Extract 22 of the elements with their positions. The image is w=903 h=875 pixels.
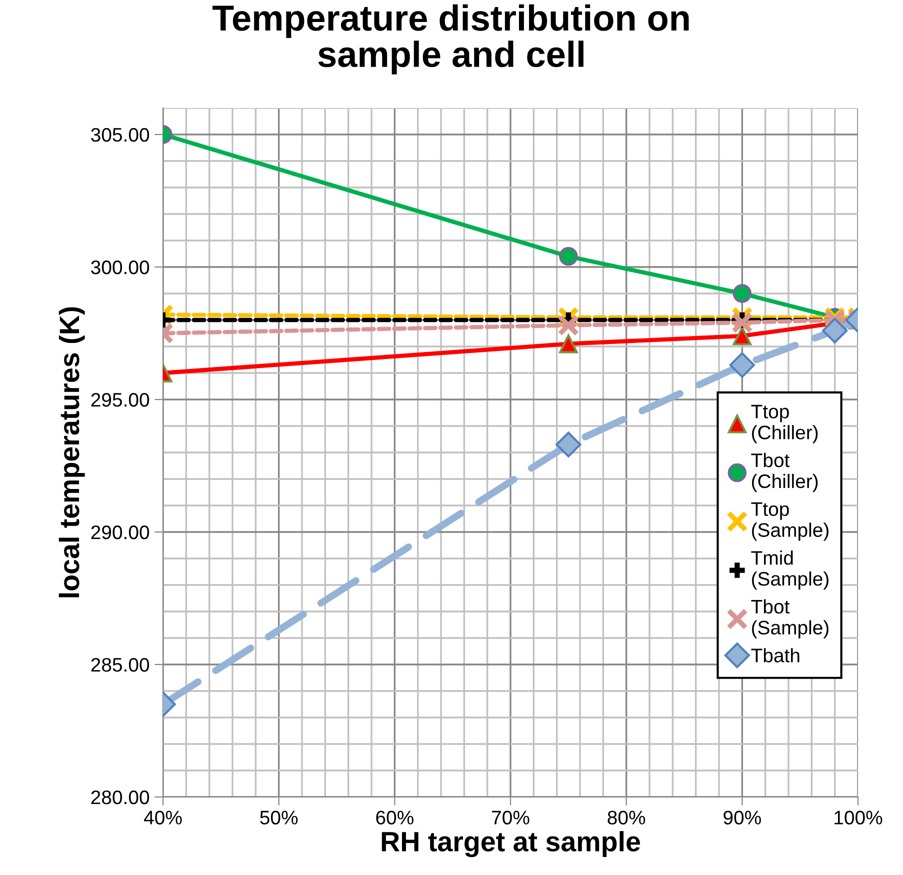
legend-label: Tbot (Sample) — [751, 599, 828, 638]
legend-label: Tmid (Sample) — [751, 550, 828, 590]
x-tick-label: 100% — [834, 810, 882, 824]
x-axis-title: RH target at sample — [382, 831, 640, 858]
x-tick-label: 90% — [724, 810, 761, 824]
y-tick-label: 300.00 — [91, 260, 150, 274]
y-tick-label: 305.00 — [91, 128, 150, 142]
y-axis-title: local temperatures (K) — [58, 307, 85, 598]
x-tick-label: 60% — [376, 810, 414, 824]
legend-label: Ttop (Chiller) — [751, 404, 818, 444]
x-tick-label: 80% — [608, 810, 646, 824]
x-tick-label: 70% — [492, 810, 530, 824]
y-tick-label: 295.00 — [91, 392, 150, 407]
x-tick-label: 40% — [144, 810, 182, 824]
legend-label: Tbot (Chiller) — [751, 452, 818, 492]
x-tick-label: 50% — [260, 810, 298, 824]
legend-label: Ttop (Sample) — [751, 502, 828, 541]
y-tick-label: 285.00 — [91, 658, 150, 672]
y-tick-label: 290.00 — [91, 525, 150, 540]
legend-label: Tbath — [751, 648, 800, 662]
y-tick-label: 280.00 — [91, 790, 150, 804]
chart-title: Temperature distribution on sample and cell — [212, 4, 689, 74]
